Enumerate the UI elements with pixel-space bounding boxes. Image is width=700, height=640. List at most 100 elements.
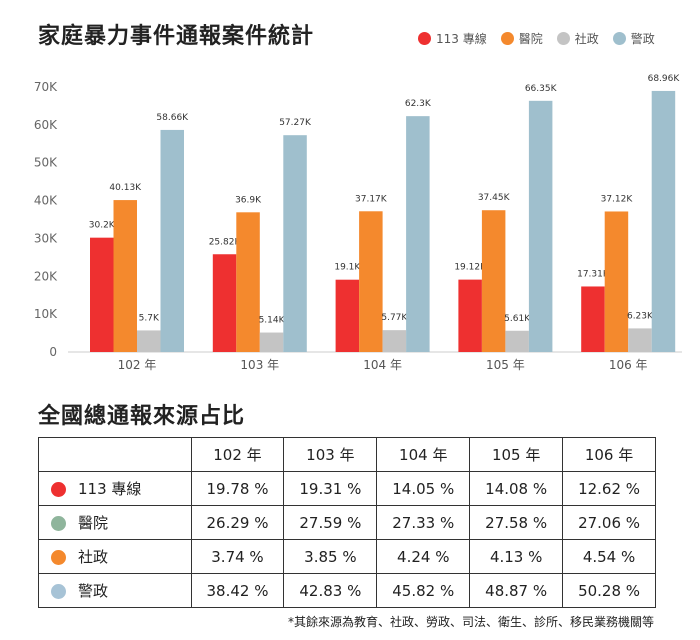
data-label: 58.66K — [156, 113, 189, 123]
bar — [212, 254, 237, 352]
y-tick-label: 60K — [34, 118, 58, 132]
source-dot-icon — [51, 516, 66, 531]
table-row: 社政 3.74 % 3.85 % 4.24 % 4.13 % 4.54 % — [38, 539, 656, 574]
table-cell: 42.83 % — [283, 573, 378, 608]
table-header-year: 104 年 — [376, 437, 471, 472]
table-cell: 4.24 % — [376, 539, 471, 574]
table-cell: 26.29 % — [190, 505, 285, 540]
bar — [113, 200, 137, 352]
bar — [259, 332, 284, 352]
x-tick-label: 105 年 — [486, 358, 525, 372]
bar — [481, 210, 506, 352]
bar — [581, 286, 605, 352]
y-tick-label: 20K — [34, 269, 58, 283]
table-cell: 50.28 % — [562, 573, 656, 608]
legend-item-hospital: 醫院 — [500, 30, 543, 47]
table-cell: 14.05 % — [376, 471, 471, 506]
source-dot-icon — [51, 584, 66, 599]
y-tick-label: 40K — [34, 194, 58, 208]
x-tick-label: 103 年 — [240, 358, 279, 372]
table-cell: 38.42 % — [190, 573, 285, 608]
bar — [604, 211, 629, 352]
data-label: 57.27K — [279, 118, 312, 128]
table-header-row: 102 年 103 年 104 年 105 年 106 年 — [38, 437, 656, 472]
row-source-label: 社政 — [78, 548, 109, 566]
source-dot-icon — [51, 550, 66, 565]
chart-legend: 113 專線 醫院 社政 警政 — [418, 30, 655, 47]
table-header-year: 106 年 — [562, 437, 656, 472]
data-label: 36.9K — [235, 195, 262, 205]
bar — [505, 330, 529, 352]
row-source-cell: 醫院 — [38, 505, 192, 540]
table-cell: 48.87 % — [469, 573, 564, 608]
legend-label: 醫院 — [518, 32, 543, 46]
table-cell: 27.59 % — [283, 505, 378, 540]
data-label: 37.12K — [601, 194, 634, 204]
x-tick-label: 106 年 — [609, 358, 648, 372]
data-label: 68.96K — [648, 74, 681, 84]
bar — [90, 237, 114, 352]
data-label: 5.14K — [259, 316, 286, 326]
chart-title: 家庭暴力事件通報案件統計 — [38, 24, 315, 49]
legend-label: 113 專線 — [436, 32, 487, 46]
bar — [137, 330, 161, 352]
y-tick-label: 0 — [49, 345, 57, 359]
table-cell: 27.33 % — [376, 505, 471, 540]
legend-swatch — [556, 32, 570, 45]
table-header-year: 103 年 — [283, 437, 378, 472]
legend-swatch — [418, 32, 431, 45]
data-label: 37.45K — [478, 193, 511, 203]
data-label: 30.2K — [89, 221, 116, 231]
bar — [283, 135, 307, 352]
data-label: 5.61K — [504, 314, 531, 324]
data-label: 5.7K — [139, 313, 160, 323]
table-header-year: 102 年 — [190, 437, 285, 472]
legend-item-hotline: 113 專線 — [418, 30, 487, 47]
y-tick-label: 10K — [34, 307, 58, 321]
y-tick-label: 30K — [34, 231, 58, 245]
table-row: 警政 38.42 % 42.83 % 45.82 % 48.87 % 50.28… — [38, 573, 656, 608]
table-cell: 45.82 % — [376, 573, 471, 608]
x-tick-label: 102 年 — [118, 358, 157, 372]
y-tick-label: 50K — [34, 156, 58, 170]
table-cell: 3.85 % — [283, 539, 378, 574]
source-dot-icon — [51, 482, 66, 497]
footnote: *其餘來源為教育、社政、勞政、司法、衛生、診所、移民業務機關等 — [287, 615, 654, 629]
bar — [458, 279, 482, 352]
row-source-cell: 警政 — [38, 573, 192, 608]
data-label: 25.82K — [209, 237, 242, 247]
data-label: 19.12K — [454, 263, 487, 273]
legend-item-social: 社政 — [556, 30, 599, 47]
data-label: 6.23K — [627, 311, 654, 321]
legend-swatch — [612, 32, 626, 45]
bar-chart: 0 10K 20K 30K 40K 50K 60K 70K 30.2K 40.13K 5.7K 58.… — [34, 74, 682, 372]
table-cell: 14.08 % — [469, 471, 564, 506]
legend-item-police: 警政 — [612, 30, 655, 47]
legend-label: 社政 — [574, 32, 599, 46]
row-source-label: 113 專線 — [78, 480, 142, 498]
table-cell: 3.74 % — [190, 539, 285, 574]
data-label: 40.13K — [109, 183, 142, 193]
table-cell: 12.62 % — [562, 471, 656, 506]
bar — [406, 116, 430, 353]
table-row: 醫院 26.29 % 27.59 % 27.33 % 27.58 % 27.06… — [38, 505, 656, 540]
table-cell: 19.78 % — [190, 471, 285, 506]
table-cell: 4.54 % — [562, 539, 656, 574]
bar — [382, 330, 407, 352]
bar — [359, 211, 383, 352]
bar — [528, 100, 553, 352]
data-label: 66.35K — [525, 84, 558, 94]
source-share-table: 102 年 103 年 104 年 105 年 106 年 113 專線 19.… — [38, 437, 656, 608]
table-cell: 27.58 % — [469, 505, 564, 540]
bar — [628, 328, 652, 352]
table-title: 全國總通報來源占比 — [38, 404, 246, 429]
legend-swatch — [500, 32, 514, 45]
data-label: 5.77K — [381, 313, 408, 323]
y-tick-label: 70K — [34, 80, 58, 94]
data-label: 37.17K — [355, 194, 388, 204]
bar — [651, 90, 676, 353]
table-header-blank — [38, 437, 192, 472]
table-header-year: 105 年 — [469, 437, 564, 472]
bar — [160, 129, 184, 352]
bar — [335, 279, 360, 352]
